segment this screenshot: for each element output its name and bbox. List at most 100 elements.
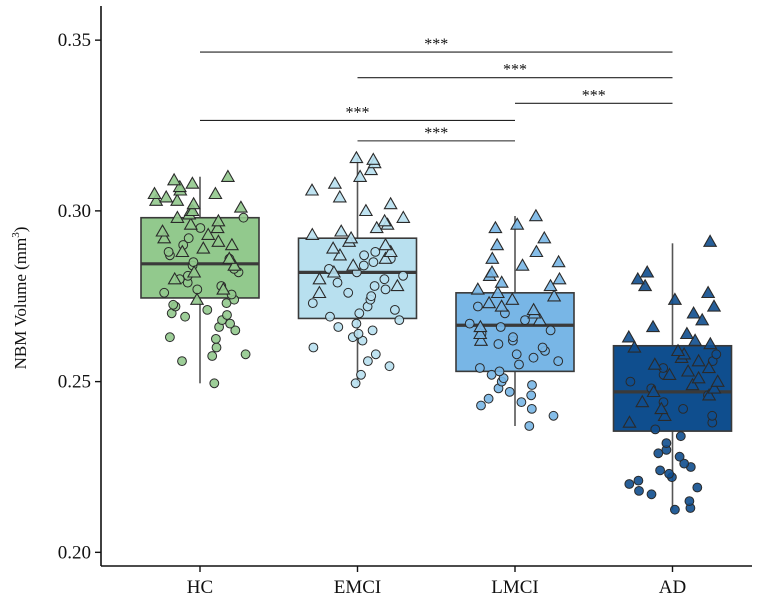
data-point-circle — [464, 318, 475, 329]
data-point-circle — [211, 342, 222, 353]
significance-label: *** — [503, 62, 527, 79]
data-point-triangle — [216, 282, 231, 295]
data-point-circle — [650, 424, 661, 435]
data-point-circle — [520, 315, 530, 326]
data-point-triangle — [528, 208, 544, 222]
data-point-triangle — [701, 360, 717, 374]
data-point-circle — [553, 356, 564, 367]
y-tick-label: 0.25 — [58, 372, 91, 393]
data-point-circle — [192, 284, 203, 295]
y-axis-title: NBM Volume (mm3) — [10, 227, 30, 370]
data-point-circle — [308, 342, 319, 353]
data-point-triangle — [363, 162, 379, 176]
data-point-triangle — [490, 285, 505, 299]
data-point-circle — [370, 247, 381, 257]
data-point-triangle — [172, 179, 187, 193]
data-point-circle — [325, 311, 335, 322]
data-point-triangle — [494, 299, 509, 312]
data-point-circle — [711, 349, 722, 360]
data-point-triangle — [546, 288, 562, 302]
data-point-triangle — [473, 326, 488, 340]
data-point-triangle — [390, 278, 405, 292]
points-ad — [621, 234, 725, 515]
data-point-triangle — [159, 189, 174, 203]
data-point-triangle — [695, 312, 710, 326]
data-point-circle — [494, 366, 505, 377]
data-point-triangle — [526, 302, 541, 316]
data-point-circle — [624, 479, 635, 489]
data-point-triangle — [505, 292, 520, 305]
x-tick-label: EMCI — [334, 577, 382, 597]
points-emci — [304, 150, 411, 389]
data-point-circle — [369, 281, 380, 291]
data-point-circle — [202, 305, 213, 315]
data-point-triangle — [622, 415, 637, 428]
data-point-triangle — [621, 329, 636, 343]
data-point-circle — [625, 376, 636, 387]
data-point-circle — [653, 448, 664, 459]
data-point-triangle — [473, 333, 489, 346]
data-point-triangle — [170, 210, 185, 223]
data-point-triangle — [352, 169, 368, 182]
data-point-triangle — [349, 150, 364, 164]
data-point-circle — [222, 310, 232, 320]
data-point-triangle — [488, 220, 503, 234]
data-point-triangle — [148, 193, 164, 206]
data-point-circle — [634, 486, 644, 496]
data-point-triangle — [208, 186, 223, 200]
data-point-triangle — [691, 353, 706, 367]
data-point-triangle — [369, 220, 384, 234]
significance-label: *** — [424, 36, 448, 53]
data-point-triangle — [645, 319, 661, 333]
data-point-circle — [528, 352, 539, 363]
data-point-circle — [195, 223, 206, 233]
data-point-triangle — [211, 213, 226, 227]
data-point-triangle — [186, 264, 202, 278]
data-point-circle — [633, 475, 644, 486]
data-point-triangle — [707, 381, 722, 394]
data-point-triangle — [481, 295, 497, 309]
data-point-triangle — [700, 285, 716, 299]
data-point-triangle — [222, 251, 237, 264]
data-point-triangle — [667, 292, 683, 305]
data-point-circle — [188, 257, 199, 268]
data-point-triangle — [640, 264, 655, 278]
points-hc — [147, 169, 251, 389]
data-point-triangle — [312, 285, 327, 299]
data-point-circle — [692, 482, 703, 493]
data-point-circle — [707, 410, 718, 421]
data-point-triangle — [702, 234, 718, 247]
significance-label: *** — [346, 104, 370, 121]
data-point-circle — [380, 284, 391, 295]
data-point-triangle — [327, 176, 343, 189]
data-point-triangle — [484, 264, 500, 278]
significance-bracket: *** — [200, 104, 515, 121]
data-point-circle — [177, 356, 187, 367]
data-point-triangle — [378, 237, 393, 251]
data-point-triangle — [396, 210, 411, 223]
data-point-circle — [526, 390, 537, 401]
data-point-triangle — [170, 193, 185, 206]
data-point-triangle — [473, 319, 488, 333]
data-point-triangle — [701, 387, 717, 401]
data-point-circle — [476, 400, 486, 411]
x-tick-label: HC — [187, 577, 213, 597]
data-point-triangle — [378, 251, 393, 264]
data-point-triangle — [485, 251, 500, 264]
data-point-circle — [363, 356, 373, 367]
data-point-triangle — [157, 230, 172, 244]
data-point-triangle — [366, 152, 381, 165]
data-point-circle — [159, 287, 170, 298]
data-point-triangle — [305, 227, 320, 240]
data-point-circle — [333, 322, 344, 332]
data-point-circle — [684, 496, 695, 507]
data-point-triangle — [687, 333, 703, 346]
data-point-triangle — [552, 271, 567, 285]
y-tick-label: 0.35 — [58, 30, 91, 51]
data-point-triangle — [196, 241, 211, 254]
data-point-circle — [168, 299, 179, 310]
data-point-circle — [183, 233, 194, 244]
plot-area: *** *** *** *** *** — [140, 36, 733, 515]
data-point-triangle — [304, 183, 320, 196]
